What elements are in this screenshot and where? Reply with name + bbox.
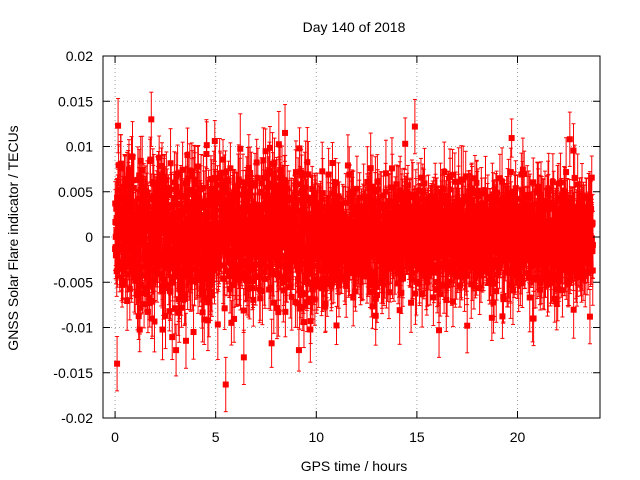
marker-square — [237, 145, 244, 152]
data-point — [182, 312, 189, 369]
marker-square — [253, 159, 260, 166]
marker-square — [141, 301, 148, 308]
marker-square — [139, 212, 146, 219]
marker-square — [137, 281, 144, 288]
marker-square — [128, 267, 135, 274]
marker-square — [128, 195, 135, 202]
marker-square — [159, 326, 166, 333]
marker-square — [125, 166, 132, 173]
data-point — [214, 288, 221, 361]
marker-square — [113, 268, 120, 275]
data-point — [151, 290, 158, 353]
marker-square — [134, 213, 141, 220]
marker-square — [123, 225, 130, 232]
marker-square — [125, 182, 132, 189]
marker-square — [173, 347, 180, 354]
marker-square — [127, 241, 134, 248]
marker-square — [167, 160, 174, 167]
marker-square — [139, 255, 146, 262]
marker-square — [134, 244, 141, 251]
data-point — [203, 121, 210, 169]
marker-square — [124, 271, 131, 278]
marker-square — [122, 183, 129, 190]
marker-square — [211, 137, 218, 144]
marker-square — [231, 315, 238, 322]
marker-square — [240, 307, 247, 314]
marker-square — [147, 156, 154, 163]
marker-square — [150, 277, 157, 284]
data-point — [211, 120, 218, 162]
marker-square — [144, 189, 151, 196]
marker-square — [115, 200, 122, 207]
marker-square — [118, 235, 125, 242]
marker-square — [150, 179, 157, 186]
marker-square — [136, 268, 143, 275]
marker-square — [221, 305, 228, 312]
marker-square — [140, 238, 147, 245]
marker-square — [151, 318, 158, 325]
marker-square — [138, 272, 145, 279]
marker-square — [139, 167, 146, 174]
marker-square — [135, 290, 142, 297]
marker-square — [270, 299, 277, 306]
marker-square — [144, 269, 151, 276]
marker-square — [117, 160, 124, 167]
marker-square — [126, 285, 133, 292]
marker-square — [182, 337, 189, 344]
marker-square — [142, 285, 149, 292]
marker-square — [135, 313, 142, 320]
marker-square — [123, 262, 130, 269]
marker-square — [129, 153, 136, 160]
data-point — [117, 134, 124, 194]
marker-square — [169, 334, 176, 341]
marker-square — [137, 218, 144, 225]
marker-square — [151, 266, 158, 273]
marker-square — [149, 259, 156, 266]
marker-square — [139, 290, 146, 297]
marker-square — [125, 230, 132, 237]
marker-square — [124, 298, 131, 305]
marker-square — [203, 142, 210, 149]
marker-square — [144, 308, 151, 315]
marker-square — [136, 174, 143, 181]
marker-square — [135, 236, 142, 243]
marker-square — [254, 175, 261, 182]
marker-square — [146, 294, 153, 301]
marker-square — [130, 184, 137, 191]
marker-square — [278, 252, 285, 259]
marker-square — [268, 340, 275, 347]
marker-square — [146, 217, 153, 224]
marker-square — [121, 237, 128, 244]
data-points — [112, 91, 596, 413]
marker-square — [137, 157, 144, 164]
marker-square — [214, 321, 221, 328]
